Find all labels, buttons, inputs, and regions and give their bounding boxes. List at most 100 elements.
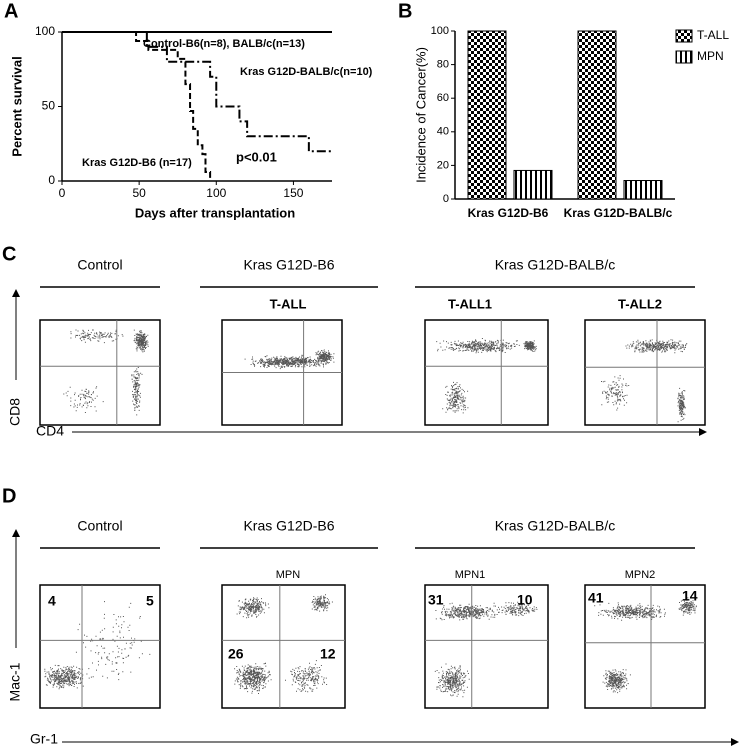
dots	[436, 338, 537, 414]
bar	[577, 30, 617, 200]
plot-label: T-ALL1	[448, 296, 492, 311]
y-tick-label: 50	[42, 99, 56, 113]
curve-label: Kras G12D-BALB/c(n=10)	[240, 66, 373, 78]
dots	[594, 597, 697, 694]
y-tick-label: 20	[437, 159, 449, 171]
quadrant-percent: 12	[320, 646, 336, 662]
plot-label: T-ALL2	[618, 296, 662, 311]
flow-plot	[584, 584, 706, 709]
dot-cloud	[434, 663, 470, 698]
y-tick-label: 100	[35, 24, 55, 38]
y-tick-label: 60	[437, 92, 449, 104]
dot-cloud	[311, 594, 333, 612]
plot-frame	[584, 319, 706, 426]
dots	[44, 601, 151, 690]
dot-cloud	[602, 669, 631, 694]
flow-plot	[39, 584, 161, 709]
dot-cloud	[234, 662, 272, 694]
dots	[244, 349, 335, 370]
flow-plot	[424, 319, 549, 426]
quadrant-percent: 10	[517, 592, 533, 608]
dot-cloud	[442, 381, 469, 414]
dot-cloud	[70, 329, 124, 344]
plot-label: MPN	[276, 569, 301, 581]
legend-swatch	[675, 29, 693, 43]
quadrant-percent: 31	[428, 592, 444, 608]
bar	[513, 169, 553, 200]
curve-label: Control-B6(n=8), BALB/c(n=13)	[143, 38, 305, 50]
plot-frame	[221, 584, 346, 709]
dots	[434, 601, 538, 698]
quadrant-percent: 5	[146, 593, 154, 609]
dots	[63, 329, 149, 416]
dot-cloud	[594, 602, 666, 621]
dot-cloud	[315, 349, 335, 365]
group-label: Kras G12D-B6	[243, 257, 334, 273]
plot-label: T-ALL	[270, 296, 307, 311]
plot-label: MPN1	[455, 569, 486, 581]
dot-cloud	[133, 329, 149, 353]
dot-cloud	[131, 367, 143, 416]
plot-frame	[584, 584, 706, 709]
x-tick-label: 0	[59, 186, 66, 200]
y-tick-label: 100	[431, 25, 449, 37]
dots	[234, 594, 333, 694]
plot-frame	[39, 319, 161, 426]
dot-cloud	[44, 664, 90, 690]
group-label: Kras G12D-BALB/c	[495, 257, 616, 273]
plot-label: MPN2	[625, 569, 656, 581]
x-tick-label: 50	[132, 186, 146, 200]
group-label: Kras G12D-BALB/c	[495, 518, 616, 534]
x-tick-label: Kras G12D-BALB/c	[564, 206, 673, 220]
bar	[623, 180, 663, 200]
axis-label: CD4	[36, 423, 64, 439]
y-tick-label: 80	[437, 59, 449, 71]
axis-label: CD8	[7, 398, 23, 426]
quadrant-percent: 26	[228, 646, 244, 662]
y-tick-label: 0	[443, 193, 449, 205]
flow-plot	[424, 584, 549, 709]
quadrant-percent: 41	[588, 590, 604, 606]
dot-cloud	[601, 375, 630, 411]
group-label: Kras G12D-B6	[243, 518, 334, 534]
x-tick-label: Kras G12D-B6	[468, 206, 549, 220]
dot-cloud	[285, 660, 328, 693]
dot-cloud	[435, 602, 499, 621]
dot-cloud	[75, 601, 151, 681]
group-label: Control	[77, 257, 122, 273]
bar	[467, 30, 507, 200]
flow-plot	[221, 584, 346, 709]
annotation: p<0.01	[236, 149, 277, 164]
plot-frame	[424, 584, 549, 709]
plot-frame	[424, 319, 549, 426]
quadrant-percent: 14	[682, 588, 698, 604]
x-tick-label: 100	[206, 186, 226, 200]
panel-label: B	[398, 0, 412, 22]
dot-cloud	[436, 338, 525, 354]
legend-label: MPN	[697, 49, 724, 63]
legend-swatch	[675, 50, 693, 64]
flow-plot	[221, 319, 343, 426]
dot-cloud	[63, 386, 104, 413]
x-axis-label: Days after transplantation	[135, 205, 295, 220]
axis-label: Mac-1	[7, 662, 23, 701]
survival-curve	[62, 31, 212, 181]
panel-label: A	[4, 0, 18, 22]
flow-plot	[584, 319, 706, 426]
dot-cloud	[524, 340, 537, 352]
axis-label: Gr-1	[30, 731, 58, 747]
dot-cloud	[236, 597, 270, 619]
quadrant-percent: 4	[48, 593, 56, 609]
y-tick-label: 40	[437, 126, 449, 138]
y-tick-label: 0	[48, 173, 55, 187]
dot-cloud	[244, 354, 335, 370]
panel-label: D	[2, 485, 16, 507]
plot-frame	[39, 584, 161, 709]
dot-cloud	[498, 601, 538, 617]
x-tick-label: 150	[283, 186, 303, 200]
survival-curve	[62, 31, 332, 153]
dot-cloud	[678, 597, 697, 616]
legend-label: T-ALL	[697, 28, 729, 42]
dot-cloud	[625, 339, 688, 354]
